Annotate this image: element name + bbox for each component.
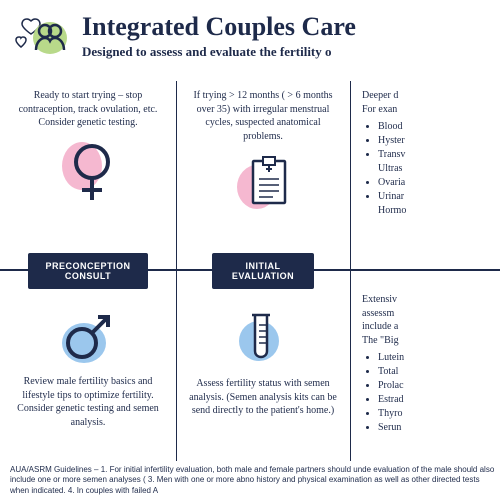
- stage1-female-text: Ready to start trying – stop contracepti…: [12, 89, 164, 130]
- stage2-female-text: If trying > 12 months ( > 6 months over …: [188, 89, 338, 143]
- page-subtitle: Designed to assess and evaluate the fert…: [82, 44, 500, 60]
- male-symbol-icon: [12, 307, 164, 367]
- document-icon: [188, 151, 338, 217]
- stage1-male-text: Review male fertility basics and lifesty…: [12, 375, 164, 429]
- stage3-male-text: Extensiv assessm include a The "Big: [362, 293, 488, 347]
- footer-guidelines: AUA/ASRM Guidelines – 1. For initial inf…: [10, 465, 500, 496]
- stage3-male-bullets: Lutein Total Prolac Estrad Thyro Serun: [362, 351, 488, 435]
- page-title: Integrated Couples Care: [82, 12, 500, 42]
- test-tube-icon: [188, 307, 338, 369]
- stage3-female-bullets: Blood Hyster Transv Ultras Ovaria Urinar…: [362, 120, 488, 218]
- female-symbol-icon: [12, 138, 164, 208]
- stage2-label: INITIAL EVALUATION: [212, 253, 314, 289]
- stage1-label: PRECONCEPTION CONSULT: [28, 253, 148, 289]
- stage3-female-text: Deeper d For exan: [362, 89, 488, 116]
- stage2-male-text: Assess fertility status with semen analy…: [188, 377, 338, 418]
- care-timeline-grid: Ready to start trying – stop contracepti…: [0, 81, 500, 461]
- logo-icon: [14, 12, 70, 67]
